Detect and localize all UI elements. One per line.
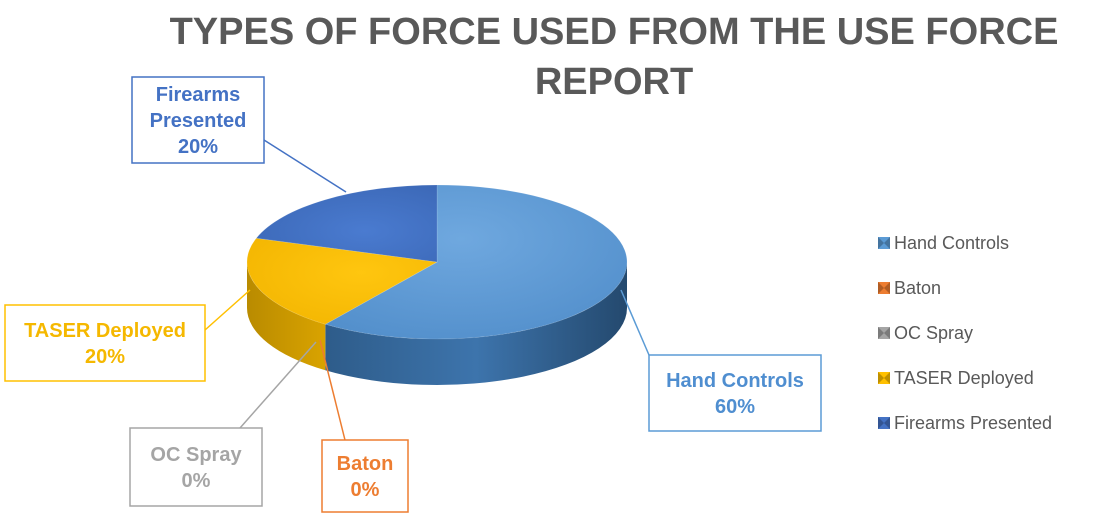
legend-item-oc-spray: OC Spray: [878, 323, 973, 343]
callout-oc-spray: OC Spray 0%: [130, 428, 262, 506]
data-label-name: Presented: [150, 110, 247, 132]
legend-marker: [878, 237, 890, 249]
legend-item-taser-deployed: TASER Deployed: [878, 368, 1034, 388]
pie-slices: [247, 185, 627, 339]
legend-marker: [878, 417, 890, 429]
callout-hand-controls: Hand Controls 60%: [649, 355, 821, 431]
data-label-percent: 20%: [178, 136, 218, 158]
legend-label: Baton: [894, 278, 941, 298]
leader-line-taser-deployed: [205, 290, 250, 330]
data-label-percent: 0%: [182, 470, 211, 492]
leader-line-oc-spray: [240, 342, 316, 428]
callout-firearms-presented: Firearms Presented 20%: [132, 77, 264, 163]
legend-item-firearms-presented: Firearms Presented: [878, 413, 1052, 433]
chart-legend: Hand Controls Baton OC Spray TASER Deployed…: [878, 233, 1052, 433]
data-label-name: Hand Controls: [666, 370, 804, 392]
data-label-name: OC Spray: [150, 444, 242, 466]
data-label-percent: 0%: [351, 479, 380, 501]
legend-label: TASER Deployed: [894, 368, 1034, 388]
chart-title-line-2: REPORT: [535, 61, 693, 103]
data-label-name: TASER Deployed: [24, 320, 186, 342]
legend-label: Firearms Presented: [894, 413, 1052, 433]
callout-box: [322, 440, 408, 512]
callout-taser-deployed: TASER Deployed 20%: [5, 305, 205, 381]
data-label-name: Baton: [337, 453, 394, 475]
callout-box: [5, 305, 205, 381]
legend-marker: [878, 327, 890, 339]
legend-label: Hand Controls: [894, 233, 1009, 253]
data-label-percent: 60%: [715, 396, 755, 418]
leader-line-firearms-presented: [264, 140, 346, 192]
callout-box: [649, 355, 821, 431]
legend-item-baton: Baton: [878, 278, 941, 298]
legend-marker: [878, 372, 890, 384]
data-label-name: Firearms: [156, 84, 241, 106]
leader-line-hand-controls: [621, 290, 649, 355]
legend-marker: [878, 282, 890, 294]
data-label-percent: 20%: [85, 346, 125, 368]
legend-label: OC Spray: [894, 323, 973, 343]
legend-item-hand-controls: Hand Controls: [878, 233, 1009, 253]
callout-baton: Baton 0%: [322, 440, 408, 512]
chart-title-line-1: TYPES OF FORCE USED FROM THE USE FORCE: [170, 11, 1059, 53]
callout-box: [130, 428, 262, 506]
